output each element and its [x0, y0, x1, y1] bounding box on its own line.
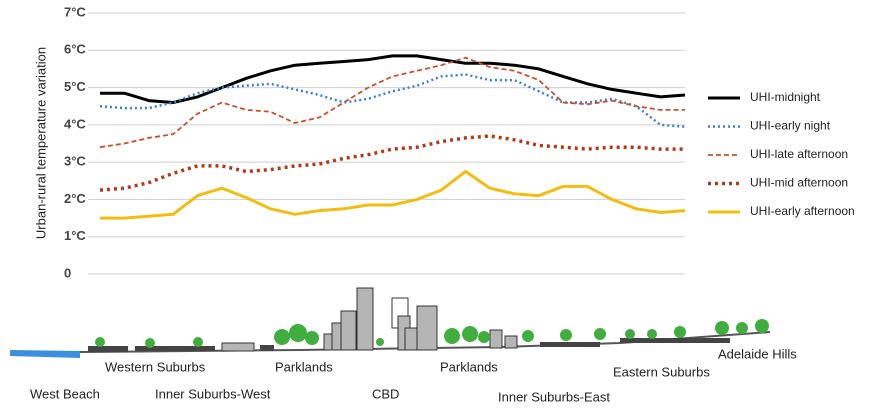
location-label: Inner Suburbs-East — [498, 389, 610, 404]
sea — [10, 350, 80, 358]
y-tick-label: 3°C — [64, 154, 86, 169]
y-tick-label: 6°C — [64, 42, 86, 57]
y-axis-label: Urban-rural temperature variation — [33, 47, 48, 239]
building — [356, 287, 374, 351]
trees — [95, 319, 769, 348]
building — [489, 329, 503, 349]
houses — [260, 345, 274, 351]
y-tick-label: 2°C — [64, 191, 86, 206]
y-tick-label: 4°C — [64, 116, 86, 131]
y-tick-label: 5°C — [64, 79, 86, 94]
legend-label: UHI-midnight — [750, 90, 821, 104]
houses — [88, 346, 128, 352]
houses — [540, 342, 600, 347]
location-label: Inner Suburbs-West — [155, 386, 271, 401]
y-tick-label: 7°C — [64, 4, 86, 19]
y-tick-label: 1°C — [64, 228, 86, 243]
building — [340, 310, 357, 351]
location-label: Adelaide Hills — [718, 346, 797, 361]
location-label: Eastern Suburbs — [613, 364, 710, 379]
houses — [620, 338, 730, 343]
legend-label: UHI-mid afternoon — [750, 176, 848, 190]
legend-label: UHI-early night — [750, 119, 831, 133]
series-line — [99, 134, 685, 192]
series-line — [99, 56, 685, 149]
series-line — [100, 170, 686, 220]
location-label: Parklands — [275, 359, 333, 374]
location-label: CBD — [372, 386, 399, 401]
building — [504, 335, 518, 349]
location-label: Parklands — [440, 359, 498, 374]
location-label: Western Suburbs — [105, 359, 206, 374]
series-line — [100, 54, 686, 104]
building — [221, 342, 255, 352]
legend-label: UHI-early afternoon — [750, 204, 855, 218]
houses — [135, 346, 215, 351]
location-label: West Beach — [30, 386, 100, 401]
building — [416, 305, 438, 351]
landscape — [10, 287, 771, 358]
legend-label: UHI-late afternoon — [750, 147, 848, 161]
y-tick-label: 0 — [64, 265, 71, 280]
